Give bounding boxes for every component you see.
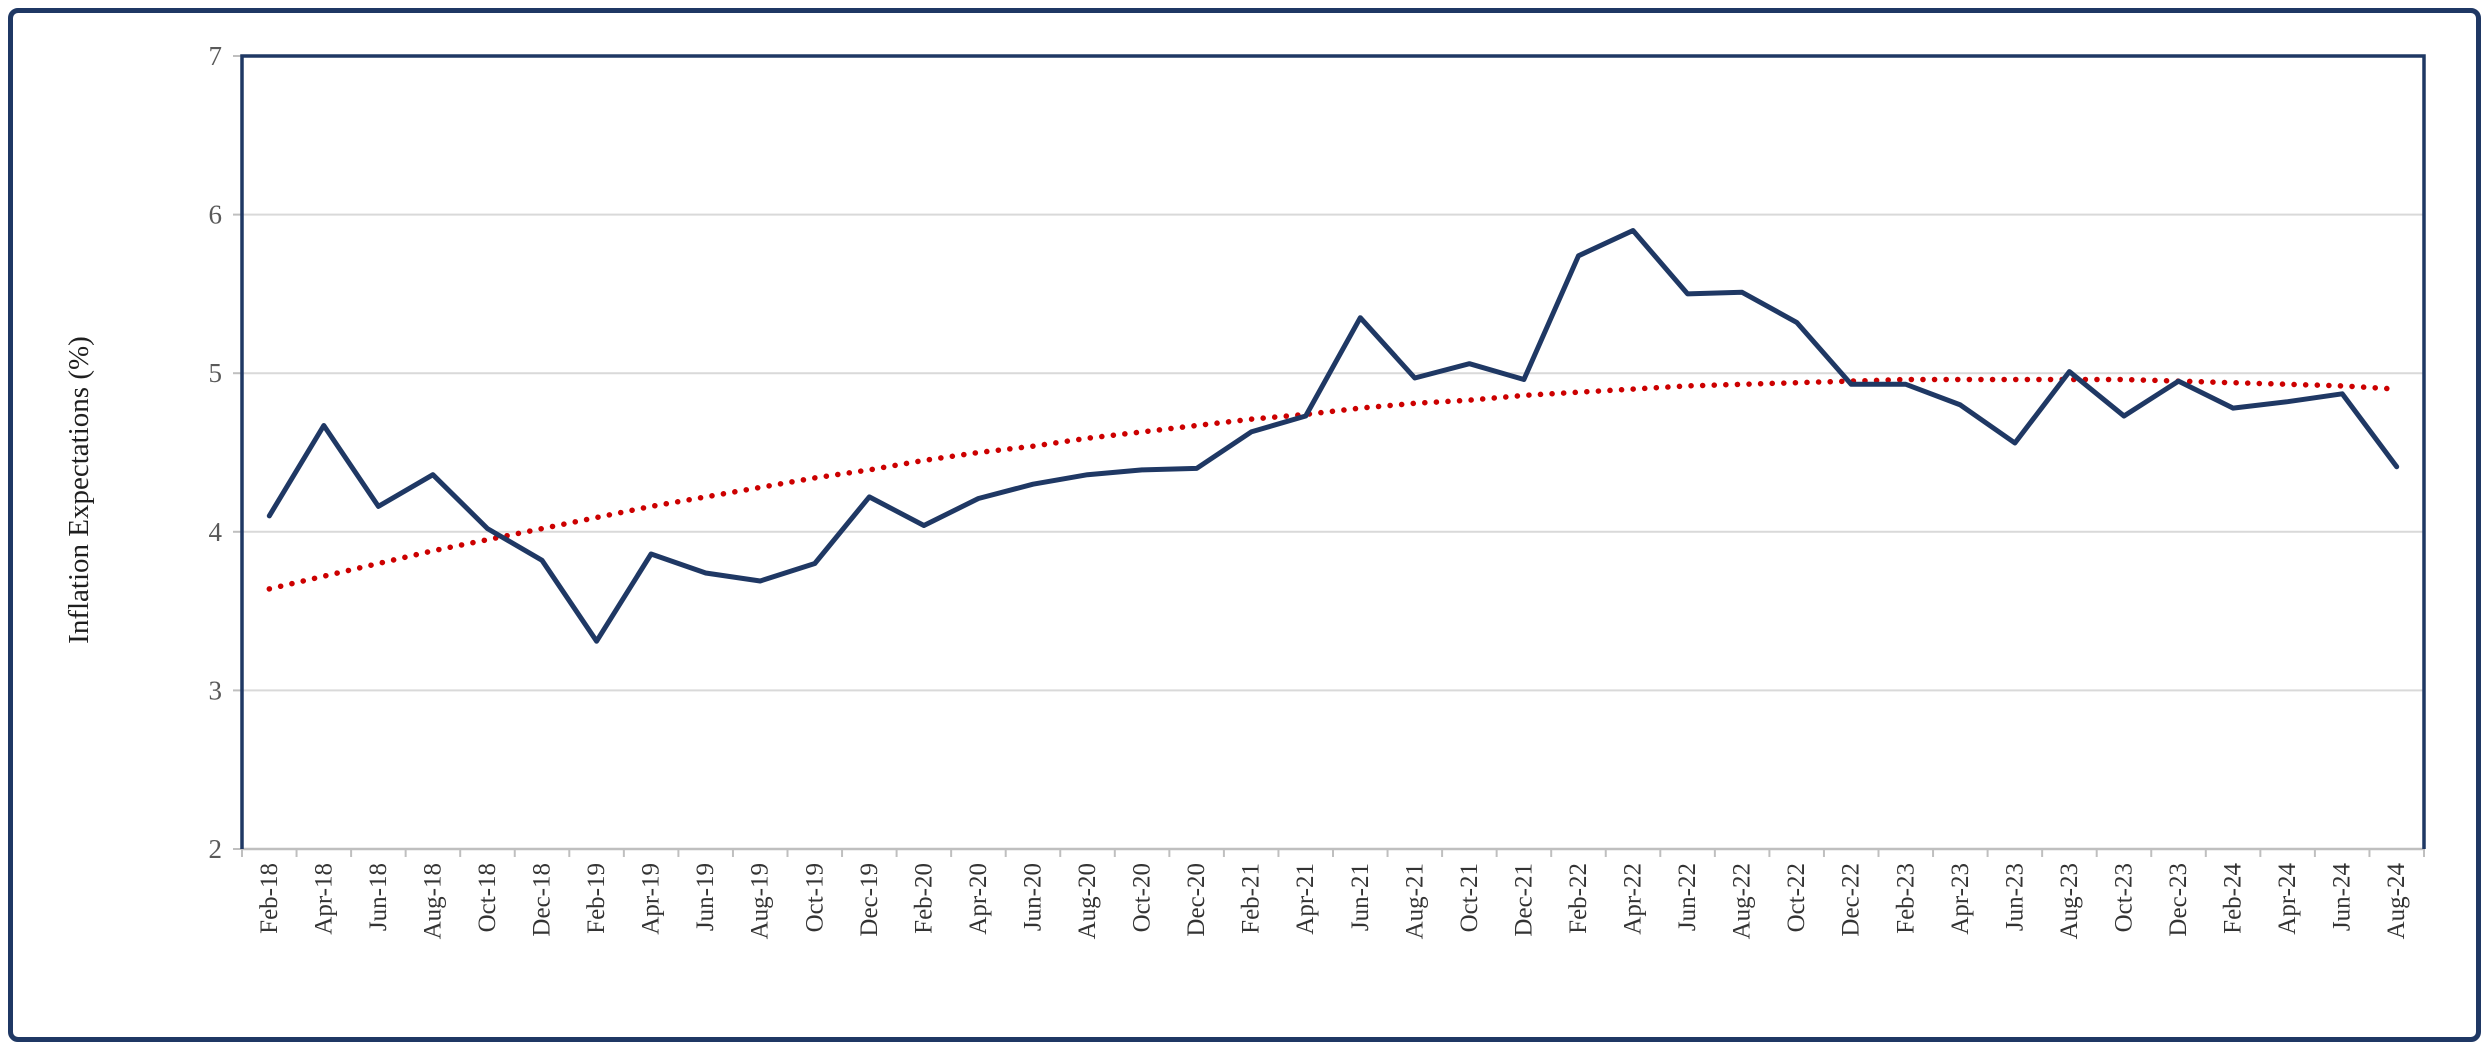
x-axis-tick-label: Feb-21	[1238, 863, 1265, 934]
y-axis-tick-label: 3	[209, 675, 223, 705]
x-axis-tick-label: Oct-19	[801, 863, 828, 932]
x-axis-tick-label: Feb-22	[1565, 863, 1592, 934]
plot-border	[240, 54, 2426, 849]
y-axis-tick-label: 5	[209, 358, 223, 388]
y-axis-tick-label: 6	[209, 200, 223, 230]
x-axis-tick-label: Jun-20	[1020, 863, 1047, 931]
x-axis-tick-label: Aug-19	[747, 863, 774, 939]
x-axis-tick-label: Feb-24	[2220, 863, 2247, 934]
x-axis-tick-label: Oct-23	[2111, 863, 2138, 932]
trend-line	[266, 376, 2400, 592]
y-axis-tick-label: 4	[209, 517, 223, 547]
x-axis-tick-label: Aug-24	[2383, 863, 2410, 940]
x-axis-tick-label: Dec-23	[2165, 863, 2192, 937]
x-axis-tick-label: Feb-23	[1892, 863, 1919, 934]
axes	[240, 54, 2426, 851]
inflation-series-line	[266, 228, 2400, 644]
x-axis-tick-label: Dec-19	[856, 863, 883, 937]
gridlines	[242, 213, 2424, 692]
x-axis-tick-label: Apr-21	[1292, 863, 1319, 935]
x-axis-tick-label: Jun-21	[1347, 863, 1374, 931]
x-axis-tick-label: Oct-21	[1456, 863, 1483, 932]
x-axis-tick-label: Jun-19	[692, 863, 719, 931]
trend-line-group	[266, 376, 2400, 592]
x-axis-tick-label: Feb-19	[583, 863, 610, 934]
y-axis-title: Inflation Expectations (%)	[63, 336, 95, 644]
x-axis-tick-label: Apr-22	[1620, 863, 1647, 935]
x-axis-tick-label: Aug-22	[1729, 863, 1756, 939]
x-axis-tick-label: Apr-18	[310, 863, 337, 935]
x-axis-tick-label: Apr-23	[1947, 863, 1974, 935]
x-axis-tick-label: Oct-22	[1783, 863, 1810, 932]
x-axis-tick-label: Feb-18	[256, 863, 283, 934]
x-axis-tick-label: Oct-18	[474, 863, 501, 932]
x-axis-tick-label: Aug-18	[419, 863, 446, 939]
x-axis-tick-label: Jun-18	[365, 863, 392, 931]
x-axis-tick-label: Feb-20	[910, 863, 937, 934]
x-axis-tick-label: Dec-22	[1838, 863, 1865, 937]
x-axis-tick-label: Aug-23	[2056, 863, 2083, 939]
x-axis-tick-label: Dec-20	[1183, 863, 1210, 937]
x-axis-tick-label: Oct-20	[1129, 863, 1156, 932]
x-axis-tick-label: Apr-20	[965, 863, 992, 935]
x-axis-labels: Feb-18 Apr-18 Jun-18 Aug-18 Oct-18 Dec-18 Feb-…	[256, 863, 2410, 940]
x-axis-tick-label: Jun-22	[1674, 863, 1701, 931]
y-axis-tick-label: 7	[209, 41, 223, 71]
x-axis-tick-label: Aug-20	[1074, 863, 1101, 939]
x-axis-tick-label: Jun-24	[2329, 863, 2356, 932]
x-axis-tick-label: Aug-21	[1401, 863, 1428, 939]
x-axis-tick-label: Dec-21	[1510, 863, 1537, 937]
series-line-group	[266, 228, 2400, 644]
x-axis-tick-label: Jun-23	[2001, 863, 2028, 931]
x-axis-tick-label: Dec-18	[529, 863, 556, 937]
page-border	[8, 8, 2481, 1042]
x-axis-tick-label: Apr-24	[2274, 863, 2301, 935]
y-axis-labels: 2 3 4 5 6 7	[209, 41, 223, 864]
x-axis-tick-label: Apr-19	[638, 863, 665, 935]
axis-ticks	[233, 55, 2425, 857]
y-axis-tick-label: 2	[209, 834, 223, 864]
